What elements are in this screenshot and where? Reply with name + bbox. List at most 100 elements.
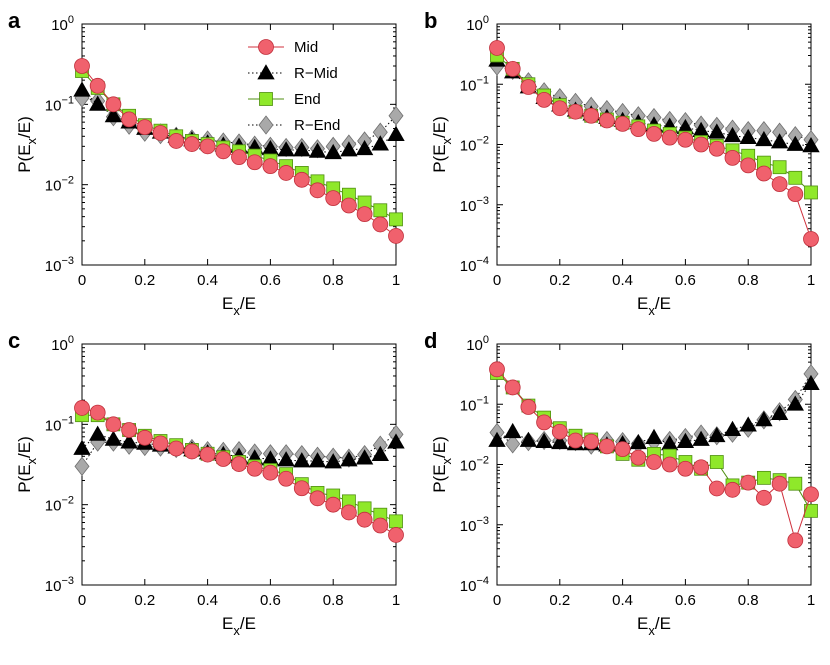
y-tick-label: 10−1 <box>460 74 489 94</box>
data-point <box>756 165 772 182</box>
data-point <box>308 452 327 468</box>
data-point <box>504 379 521 396</box>
panel-b: 0 0.2 0.4 0.6 0.8 110−410−310−210−1100Ex/EP(E… <box>424 8 820 318</box>
data-point <box>309 490 326 507</box>
legend-entry: R−Mid <box>248 64 338 82</box>
y-tick-label-exp: −3 <box>61 575 74 587</box>
data-point <box>788 170 803 185</box>
data-point <box>105 416 122 433</box>
y-tick-label-exp: −1 <box>61 94 74 106</box>
data-point <box>677 131 694 148</box>
y-tick-label: 100 <box>51 334 74 354</box>
x-tick-label: 0.4 <box>612 272 633 289</box>
data-point <box>136 429 153 446</box>
x-tick-label: 0.6 <box>260 272 281 289</box>
data-point <box>599 112 615 129</box>
y-tick-label-base: 10 <box>460 458 477 475</box>
x-axis-label-part: E <box>222 614 233 633</box>
y-tick-label: 10−2 <box>460 135 489 155</box>
y-tick-label: 10−2 <box>45 175 74 195</box>
y-tick-label-exp: −2 <box>476 135 489 147</box>
data-point <box>504 422 522 439</box>
x-tick-label: 1 <box>392 592 400 609</box>
x-tick-label: 0.2 <box>549 272 570 289</box>
data-point <box>277 141 295 157</box>
data-point <box>388 106 404 126</box>
data-point <box>199 138 216 155</box>
data-point <box>693 459 709 476</box>
data-point <box>104 106 123 123</box>
data-point <box>389 212 403 227</box>
data-point <box>89 95 107 111</box>
data-point <box>340 197 357 214</box>
data-point <box>535 432 553 448</box>
data-point <box>740 474 757 491</box>
series-mid <box>74 58 404 244</box>
data-point <box>599 438 615 455</box>
y-axis-label: P(Ex/E) <box>430 116 454 173</box>
data-point <box>630 121 647 138</box>
x-tick-label: 0 <box>493 592 501 609</box>
data-point <box>73 439 91 455</box>
data-point <box>787 186 804 203</box>
data-point <box>772 160 787 175</box>
data-point <box>489 361 505 378</box>
y-tick-label-exp: −2 <box>476 455 489 467</box>
data-point <box>309 182 326 199</box>
data-point <box>756 489 772 506</box>
y-tick-label-exp: −2 <box>61 495 74 507</box>
y-axis-label-part: /E) <box>430 116 449 138</box>
data-point <box>340 141 358 157</box>
data-point <box>74 456 90 476</box>
data-point <box>646 454 662 470</box>
data-point <box>89 425 107 441</box>
data-point <box>73 81 91 97</box>
data-point <box>755 130 773 147</box>
data-point <box>356 511 373 528</box>
y-tick-label: 10−3 <box>460 515 489 535</box>
data-point <box>324 143 342 160</box>
data-point <box>614 115 631 132</box>
y-tick-label-base: 10 <box>466 17 483 34</box>
y-axis-label: P(Ex/E) <box>15 116 39 173</box>
y-tick-label-base: 10 <box>45 97 62 114</box>
data-point <box>89 77 106 94</box>
data-point <box>567 432 584 449</box>
legend-label: R−End <box>294 117 340 134</box>
x-tick-label: 1 <box>807 272 815 289</box>
x-tick-label: 0 <box>493 272 501 289</box>
panel-letter: d <box>424 328 437 353</box>
data-point <box>802 374 820 391</box>
y-tick-label-base: 10 <box>460 258 477 275</box>
data-point <box>183 443 200 460</box>
data-point <box>489 40 505 56</box>
data-point <box>262 158 279 175</box>
x-axis-label-part: x <box>648 623 655 638</box>
y-tick-label: 10−2 <box>460 455 489 475</box>
y-tick-label: 10−1 <box>460 394 489 414</box>
y-tick-label-exp: 0 <box>68 334 74 346</box>
x-tick-label: 0.6 <box>675 272 696 289</box>
data-point <box>215 143 232 160</box>
legend-entry: End <box>248 91 321 108</box>
data-point <box>520 79 537 95</box>
y-tick-label: 10−3 <box>460 195 489 215</box>
x-tick-label: 0.6 <box>675 592 696 609</box>
y-tick-label-exp: −4 <box>476 255 489 267</box>
data-point <box>708 123 726 139</box>
data-point <box>676 432 695 448</box>
y-tick-label-exp: −3 <box>476 195 489 207</box>
y-tick-label: 100 <box>466 14 489 34</box>
x-tick-label: 0.2 <box>549 592 570 609</box>
panel-d: 0 0.2 0.4 0.6 0.8 110−410−310−210−1100Ex/EP(E… <box>424 328 820 638</box>
data-point <box>231 149 247 166</box>
y-axis-label-part: P(E <box>15 464 34 492</box>
y-tick-label-exp: −4 <box>476 575 489 587</box>
data-point <box>372 517 389 534</box>
data-point <box>152 435 169 452</box>
